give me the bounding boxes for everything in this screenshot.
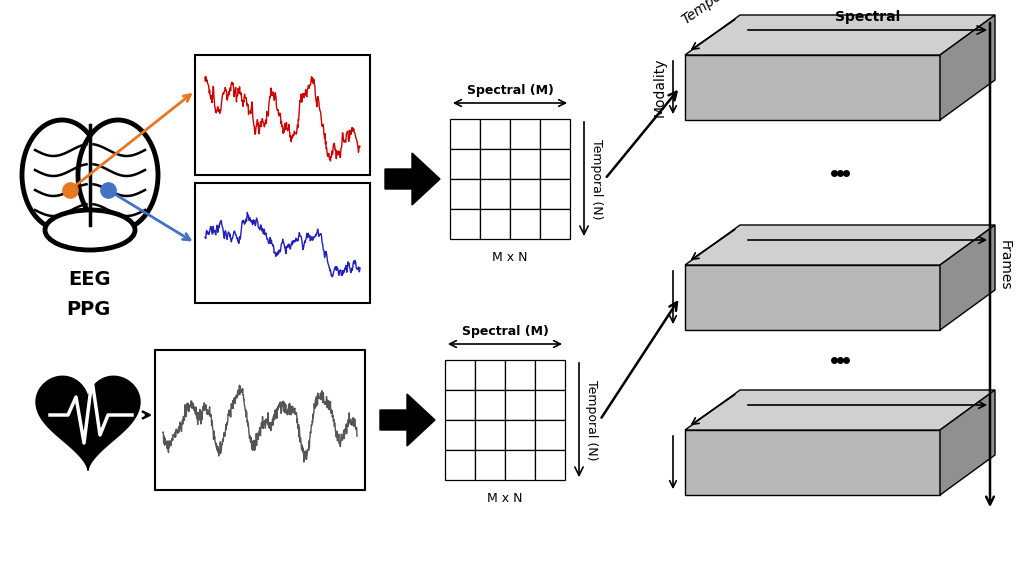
Bar [480, 119, 510, 149]
Text: Frames: Frames [998, 240, 1012, 290]
Bar [475, 360, 505, 390]
Polygon shape [685, 225, 995, 265]
Bar [505, 450, 535, 480]
Bar [510, 209, 540, 239]
Text: Temporal (N): Temporal (N) [590, 139, 603, 219]
Bar [450, 119, 480, 149]
Bar [540, 179, 570, 209]
Text: Temporal: Temporal [680, 0, 739, 27]
Bar [480, 149, 510, 179]
Text: Spectral (M): Spectral (M) [467, 84, 553, 97]
Bar [480, 179, 510, 209]
Text: M x N: M x N [487, 492, 522, 505]
Bar [540, 209, 570, 239]
Bar [450, 149, 480, 179]
Bar [510, 179, 540, 209]
Text: M x N: M x N [493, 251, 527, 264]
Bar [540, 119, 570, 149]
Bar [535, 360, 565, 390]
Polygon shape [940, 225, 995, 330]
Bar [445, 390, 475, 420]
Bar [535, 420, 565, 450]
Text: PPG: PPG [66, 300, 111, 319]
Polygon shape [385, 153, 440, 205]
Bar [445, 420, 475, 450]
Text: Temporal (N): Temporal (N) [585, 380, 598, 460]
Bar [475, 390, 505, 420]
Bar [195, 183, 370, 303]
Polygon shape [380, 394, 435, 446]
Text: Modality: Modality [653, 58, 667, 117]
Polygon shape [685, 390, 995, 430]
Bar [535, 450, 565, 480]
Polygon shape [685, 55, 940, 120]
Bar [505, 420, 535, 450]
Bar [450, 209, 480, 239]
Bar [540, 149, 570, 179]
Ellipse shape [22, 120, 102, 230]
Polygon shape [685, 15, 995, 55]
Bar [475, 420, 505, 450]
Text: Spectral: Spectral [835, 10, 900, 24]
Bar [510, 149, 540, 179]
Bar [445, 360, 475, 390]
Polygon shape [685, 265, 940, 330]
Bar [480, 209, 510, 239]
Bar [195, 55, 370, 175]
Bar [450, 179, 480, 209]
Bar [475, 450, 505, 480]
Polygon shape [36, 376, 140, 470]
Polygon shape [940, 390, 995, 495]
Polygon shape [685, 430, 940, 495]
Ellipse shape [78, 120, 158, 230]
Bar [155, 350, 365, 490]
Bar [445, 450, 475, 480]
Text: EEG: EEG [69, 270, 112, 289]
Bar [505, 390, 535, 420]
Text: Spectral (M): Spectral (M) [462, 325, 549, 338]
Bar [505, 360, 535, 390]
Ellipse shape [45, 210, 135, 250]
Polygon shape [940, 15, 995, 120]
Bar [510, 119, 540, 149]
Bar [535, 390, 565, 420]
